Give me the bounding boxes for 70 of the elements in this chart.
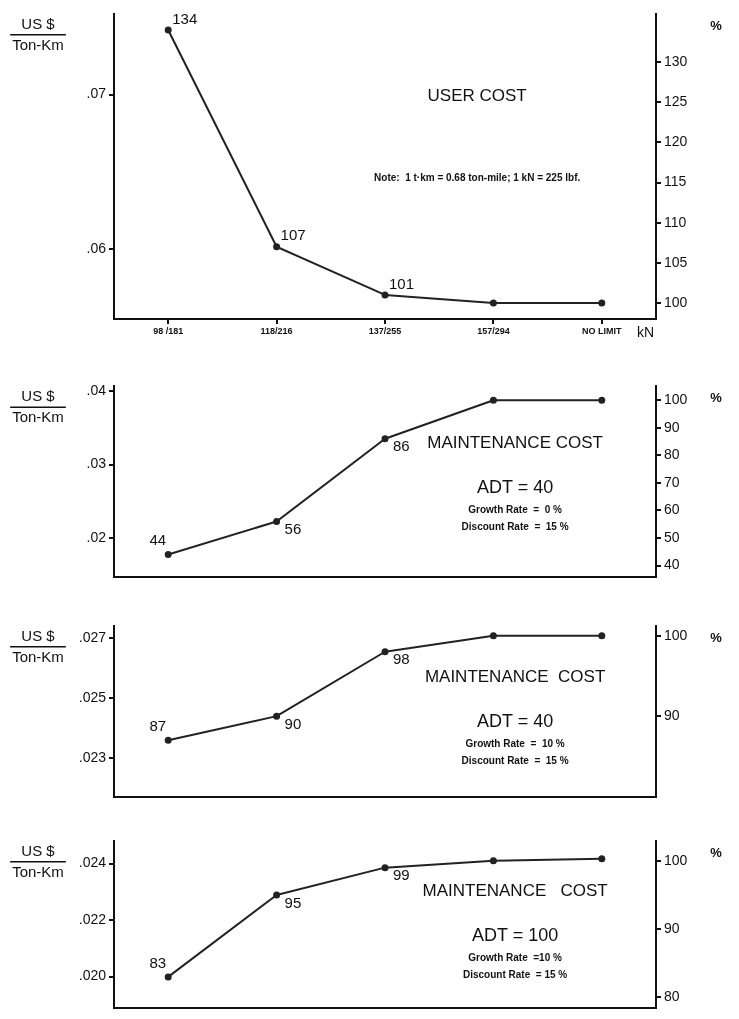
data-label: 87 (149, 716, 167, 734)
y2-tick-label: 100 (664, 293, 688, 310)
y2-tick-label: 90 (664, 919, 680, 936)
annotation: Note: 1 t·km = 0.68 ton-mile; 1 kN = 225 lbf. (374, 172, 581, 184)
y2-tick-label: 90 (664, 706, 680, 723)
annotation: Growth Rate =10 % (468, 951, 563, 963)
text: MAINTENANCE COST (422, 880, 608, 900)
y2-tick-label: 100 (664, 851, 688, 868)
y-tick-label: .04 (86, 381, 107, 398)
y2-axis-title: % (710, 629, 723, 645)
y-tick-label: .025 (78, 688, 107, 705)
annotation: Growth Rate = 10 % (465, 737, 565, 749)
annotation: Discount Rate = 15 % (462, 968, 568, 980)
annotation: ADT = 40 (476, 711, 554, 732)
y-tick-label: .020 (78, 967, 107, 984)
x-tick-label: 157/294 (477, 325, 510, 336)
y2-tick-label: 115 (664, 173, 687, 190)
data-label: 56 (284, 520, 302, 538)
data-label: 44 (149, 531, 167, 549)
annotation: ADT = 100 (471, 924, 559, 945)
data-label: 134 (172, 9, 198, 27)
y2-axis-title: % (710, 844, 723, 860)
y2-tick-label: 90 (664, 418, 680, 435)
data-label: 107 (280, 226, 306, 244)
annotation: Discount Rate = 15 % (461, 521, 569, 533)
x-tick-label: 98 /181 (153, 325, 184, 336)
y2-tick-label: 105 (664, 253, 688, 270)
y2-tick-label: 120 (664, 133, 688, 150)
y-tick-label: .027 (78, 628, 107, 645)
y-tick-label: .023 (78, 748, 107, 765)
y2-tick-label: 70 (664, 473, 680, 490)
y2-tick-label: 40 (664, 556, 680, 573)
y2-axis-title: % (710, 17, 723, 33)
annotation: Growth Rate = 0 % (468, 504, 562, 516)
x-tick-label: 137/255 (368, 325, 402, 336)
y-tick-label: .03 (86, 455, 107, 472)
y2-tick-label: 110 (664, 213, 687, 230)
data-label: 90 (284, 714, 302, 732)
y2-tick-label: 125 (664, 93, 688, 110)
y2-axis-title: % (710, 389, 723, 405)
text: MAINTENANCE COST (427, 433, 603, 453)
y-axis-title: US $ Ton-Km (12, 387, 64, 426)
y2-tick-label: 80 (664, 446, 680, 463)
y-tick-label: .024 (78, 854, 107, 871)
y-tick-label: .022 (78, 910, 107, 927)
data-label: 98 (393, 650, 410, 668)
y2-tick-label: 50 (664, 528, 680, 545)
x-tick-label: 118/216 (260, 325, 293, 336)
y2-tick-label: 60 (664, 501, 680, 518)
annotation: Discount Rate = 15 % (461, 754, 569, 766)
y-axis-title: US $ Ton-Km (12, 841, 64, 880)
y-tick-label: .02 (86, 529, 107, 546)
data-label: 86 (393, 437, 410, 455)
y2-tick-label: 100 (664, 391, 688, 408)
text: USER COST (427, 86, 527, 106)
data-label: 99 (393, 866, 410, 884)
data-label: 101 (389, 274, 415, 292)
y2-tick-label: 80 (664, 988, 680, 1005)
text: MAINTENANCE COST (424, 666, 606, 686)
y-axis-title: US $ Ton-Km (12, 626, 64, 665)
y-tick-label: .07 (86, 85, 107, 102)
data-label: 83 (149, 953, 167, 971)
x-tick-label: NO LIMIT (582, 325, 623, 336)
y-tick-label: .06 (86, 240, 107, 257)
data-label: 95 (284, 893, 302, 911)
y-axis-title: US $ Ton-Km (12, 14, 64, 53)
y2-tick-label: 100 (664, 626, 688, 643)
y2-tick-label: 130 (664, 53, 688, 70)
x-axis-title: kN (636, 323, 654, 340)
annotation: ADT = 40 (476, 477, 554, 498)
